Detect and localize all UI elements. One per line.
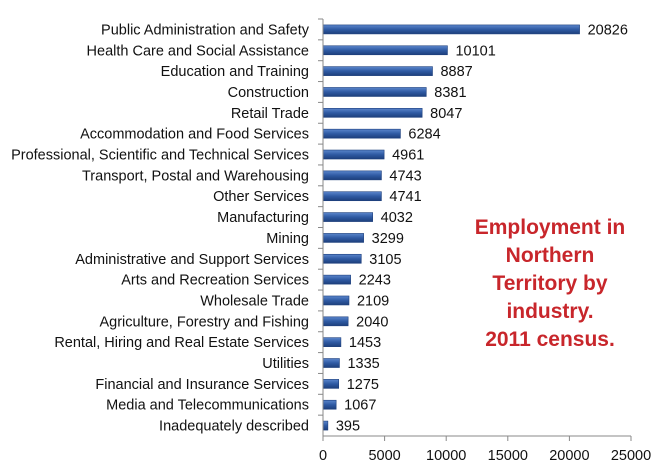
value-label: 4741 [389,189,421,205]
value-label: 1453 [349,335,381,351]
bar [322,316,349,327]
bar [322,295,350,306]
bar [322,108,423,118]
value-label: 1335 [347,356,379,372]
category-label: Education and Training [161,64,309,80]
category-label: Arts and Recreation Services [121,273,309,289]
value-label: 2040 [356,314,388,330]
value-label: 2243 [359,273,391,289]
category-label: Utilities [262,356,309,372]
category-label: Other Services [213,189,309,205]
value-label: 10101 [455,43,495,59]
x-tick-label: 5000 [368,448,400,464]
annotation-line: Employment in [474,216,626,239]
bar [322,128,401,139]
category-label: Health Care and Social Assistance [87,43,309,59]
category-label: Transport, Postal and Warehousing [82,168,309,184]
value-label: 20826 [588,22,628,38]
annotation-line: 2011 census. [485,328,615,351]
category-label: Agriculture, Forestry and Fishing [99,314,309,330]
bar [322,45,448,56]
bar [322,379,340,389]
bar [322,233,364,243]
bars-group [322,24,580,431]
bar [322,337,342,347]
annotation-line: industry. [506,300,594,323]
value-label: 4743 [389,168,421,184]
category-label: Inadequately described [159,419,309,435]
category-label: Mining [266,231,309,247]
value-label: 8381 [434,85,466,101]
category-label: Construction [228,85,309,101]
category-label: Public Administration and Safety [101,22,310,38]
category-label: Rental, Hiring and Real Estate Services [54,335,309,351]
x-tick-label: 25000 [611,448,651,464]
bar [322,212,373,222]
category-label: Wholesale Trade [200,293,309,309]
bar [322,170,382,181]
category-label: Financial and Insurance Services [95,377,309,393]
value-label: 3105 [369,252,401,268]
bar [322,24,580,35]
bar [322,66,433,76]
bar [322,253,362,264]
value-labels: 20826 10101 8887 8381 8047 6284 4961 4743 4741 40… [336,22,628,434]
value-label: 8887 [440,64,472,80]
annotation-line: Territory by [492,272,608,295]
value-label: 6284 [408,127,440,143]
annotation-line: Northern [505,244,595,267]
bar [322,274,351,285]
category-label: Media and Telecommunications [106,398,309,414]
value-label: 3299 [372,231,404,247]
category-label: Professional, Scientific and Technical S… [11,148,309,164]
bar [322,149,385,160]
value-label: 395 [336,419,360,435]
x-tick-label: 10000 [426,448,466,464]
value-label: 4961 [392,148,424,164]
x-tick-label: 15000 [488,448,528,464]
bar [322,358,340,368]
value-label: 1275 [347,377,379,393]
value-label: 2109 [357,293,389,309]
bar [322,399,337,410]
x-tick-label: 0 [319,448,327,464]
category-label: Accommodation and Food Services [80,127,309,143]
category-label: Manufacturing [217,210,309,226]
bar [322,87,427,97]
category-label: Administrative and Support Services [75,252,309,268]
chart-annotation: Employment in Northern Territory by industr… [440,214,660,354]
x-tick-label: 20000 [549,448,589,464]
category-label: Retail Trade [231,106,309,122]
bar [322,420,329,431]
x-axis-ticks: 0 5000 10000 15000 20000 25000 [318,18,651,464]
value-label: 1067 [344,398,376,414]
category-labels: Public Administration and Safety Health C… [11,22,310,434]
value-label: 8047 [430,106,462,122]
bar [322,191,382,202]
value-label: 4032 [381,210,413,226]
